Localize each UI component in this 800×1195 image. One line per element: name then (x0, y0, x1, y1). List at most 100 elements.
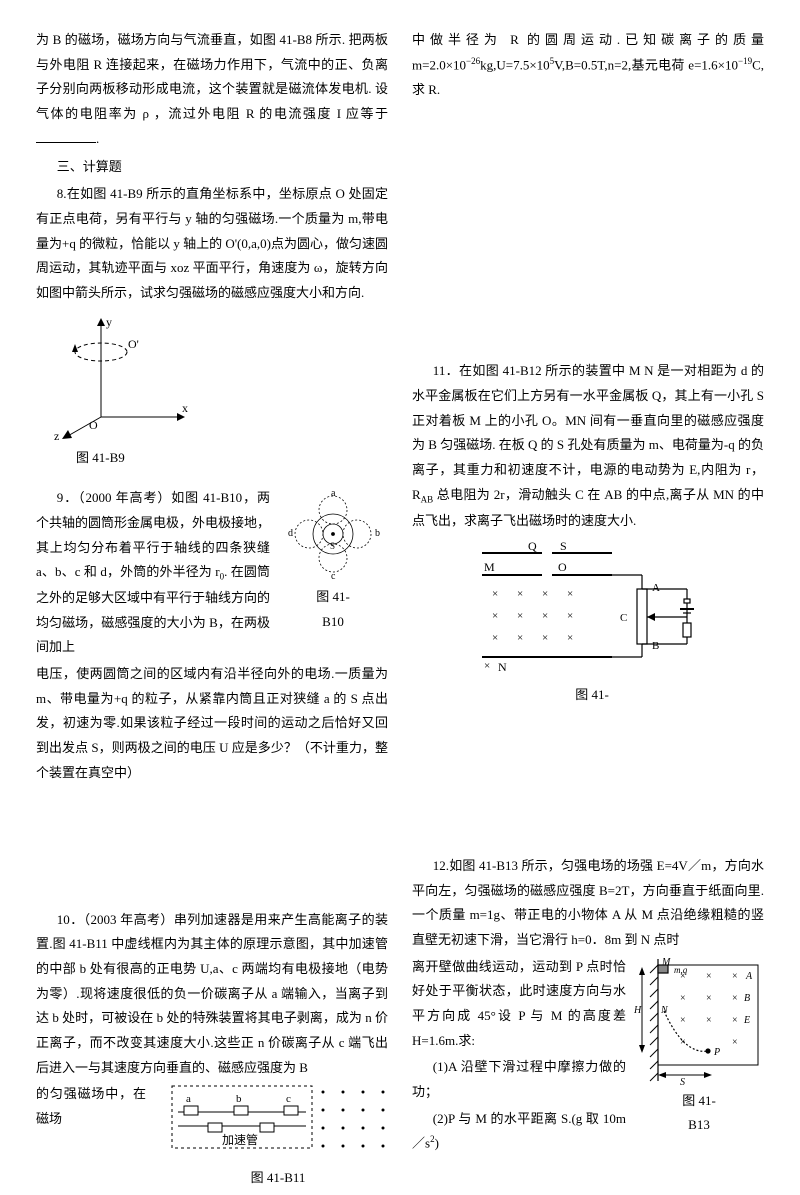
l-M13: M (661, 957, 671, 968)
problem-8: 8.在如图 41-B9 所示的直角坐标系中，坐标原点 O 处固定有正点电荷，另有… (36, 182, 388, 305)
svg-text:×: × (706, 993, 712, 1004)
fig-b12-caption: 图 41- (472, 683, 712, 708)
l-B: B (652, 640, 659, 652)
label-y: y (106, 315, 112, 329)
svg-text:×: × (542, 588, 548, 600)
l-S: S (560, 539, 567, 553)
svg-text:×: × (517, 632, 523, 644)
svg-text:×: × (680, 1015, 686, 1026)
gap-r2 (412, 714, 764, 854)
label-c: c (331, 571, 336, 581)
l-M: M (484, 560, 495, 574)
l-N: N (498, 660, 507, 674)
svg-text:×: × (542, 632, 548, 644)
svg-text:×: × (492, 632, 498, 644)
fig-b10-c2: B10 (322, 614, 344, 629)
figure-41-b12: × × × × × × × × × × × × × Q S M O N A B C 图 41- (472, 539, 712, 708)
label-d: d (288, 528, 293, 539)
fig-b11-caption: 图 41-B11 (168, 1166, 388, 1191)
label-b11: b (236, 1093, 242, 1105)
problem-10-cont-wrap: a b c 加速管 图 41-B11 的匀强磁场中，在磁场 (36, 1082, 388, 1195)
l-mq: m,q (674, 965, 688, 975)
p10c-s3: −19 (738, 56, 752, 66)
fig-b10-c1: 图 41- (316, 589, 350, 604)
svg-text:×: × (732, 1015, 738, 1026)
problem-10-end: 中做半径为 R 的圆周运动.已知碳离子的质量 m=2.0×10−26kg,U=7… (412, 28, 764, 102)
figure-41-b10: S a b c d 图 41- B10 (278, 486, 388, 634)
svg-text:×: × (732, 1037, 738, 1048)
fig-b13-caption: 图 41- B13 (634, 1089, 764, 1138)
label-c11: c (286, 1093, 291, 1105)
l-P13: P (713, 1047, 720, 1058)
svg-text:×: × (732, 993, 738, 1004)
problem-7-cont: 为 B 的磁场，磁场方向与气流垂直，如图 41-B8 所示. 把两板与外电阻 R… (36, 28, 388, 151)
label-S: S (330, 541, 335, 551)
svg-text:×: × (706, 971, 712, 982)
figure-41-b13: ××× ××× ××× ×× M m,q N P H S B E A 图 41-… (634, 955, 764, 1138)
problem-9-cont: 电压，使两圆筒之间的区域内有沿半径向外的电场.一质量为 m、带电量为+q 的粒子… (36, 662, 388, 785)
problem-10: 10．（2003 年高考）串列加速器是用来产生高能离子的装置.图 41-B11 … (36, 908, 388, 1081)
l-A: A (652, 582, 660, 594)
l-B13: B (744, 993, 750, 1004)
problem-12a: 12.如图 41-B13 所示，匀强电场的场强 E=4V／m，方向水平向左，匀强… (412, 854, 764, 953)
fig-b11-svg: a b c 加速管 (168, 1082, 388, 1162)
svg-text:×: × (680, 1037, 686, 1048)
problem-11: 11．在如图 41-B12 所示的装置中 M N 是一对相距为 d 的水平金属板… (412, 359, 764, 533)
l-A13: A (745, 971, 753, 982)
p12q2-e: ) (435, 1136, 439, 1151)
p11-t1: 11．在如图 41-B12 所示的装置中 M N 是一对相距为 d 的水平金属板… (412, 363, 764, 501)
svg-text:×: × (567, 588, 573, 600)
svg-text:×: × (517, 610, 523, 622)
label-tube: 加速管 (222, 1132, 258, 1147)
label-x: x (182, 401, 188, 415)
svg-text:×: × (517, 588, 523, 600)
svg-text:×: × (542, 610, 548, 622)
label-a: a (331, 488, 336, 499)
fig-b12-svg: × × × × × × × × × × × × × Q S M O N A B C (472, 539, 712, 679)
label-O: O (89, 418, 98, 432)
gap-2 (36, 788, 388, 908)
svg-text:×: × (567, 632, 573, 644)
l-S13: S (680, 1077, 685, 1085)
svg-text:×: × (492, 588, 498, 600)
problem-10-b: 的匀强磁场中，在磁场 (36, 1082, 146, 1131)
problem-9-wrap: S a b c d 图 41- B10 9．（2000 年高考）如图 41-B1… (36, 486, 388, 785)
svg-text:×: × (680, 993, 686, 1004)
p10c-2: kg,U=7.5×10 (480, 57, 550, 72)
label-z: z (54, 429, 59, 442)
fig-b9-svg: y x z O O' (46, 312, 196, 442)
l-N13: N (660, 1005, 669, 1016)
blank-7 (36, 130, 96, 143)
l-E13: E (743, 1015, 750, 1026)
l-Q: Q (528, 539, 537, 553)
figure-41-b11: a b c 加速管 图 41-B11 (168, 1082, 388, 1191)
p7-text: 为 B 的磁场，磁场方向与气流垂直，如图 41-B8 所示. 把两板与外电阻 R… (36, 32, 388, 121)
l-O: O (558, 560, 567, 574)
label-b: b (375, 528, 380, 539)
p11-sub: AB (421, 494, 434, 504)
l-C: C (620, 612, 627, 624)
fig-b9-caption: 图 41-B9 (76, 446, 388, 471)
f13c2: B13 (688, 1117, 710, 1132)
p10c-s1: −26 (466, 56, 480, 66)
svg-text:×: × (706, 1015, 712, 1026)
left-column: 为 B 的磁场，磁场方向与气流垂直，如图 41-B8 所示. 把两板与外电阻 R… (36, 28, 388, 1104)
svg-text:×: × (492, 610, 498, 622)
svg-text:×: × (567, 610, 573, 622)
gap-r1 (412, 104, 764, 359)
gap-1 (36, 476, 388, 486)
right-column: 中做半径为 R 的圆周运动.已知碳离子的质量 m=2.0×10−26kg,U=7… (412, 28, 764, 1104)
label-Op: O' (128, 337, 139, 351)
svg-text:×: × (732, 971, 738, 982)
fig-b13-svg: ××× ××× ××× ×× M m,q N P H S B E A (634, 955, 764, 1085)
p11-t2: 总电阻为 2r，滑动触头 C 在 AB 的中点,离子从 MN 的中点飞出，求离子… (412, 487, 764, 528)
fig-b10-caption: 图 41- B10 (278, 585, 388, 634)
figure-41-b9: y x z O O' 图 41-B9 (46, 312, 388, 471)
svg-text:×: × (484, 660, 490, 672)
fig-b10-svg: S a b c d (278, 486, 388, 581)
p10c-3: V,B=0.5T,n=2,基元电荷 e=1.6×10 (554, 57, 738, 72)
problem-12-wrap: ××× ××× ××× ×× M m,q N P H S B E A 图 41-… (412, 955, 764, 1159)
label-a11: a (186, 1093, 191, 1105)
l-H13: H (634, 1005, 642, 1016)
f13c1: 图 41- (682, 1093, 716, 1108)
